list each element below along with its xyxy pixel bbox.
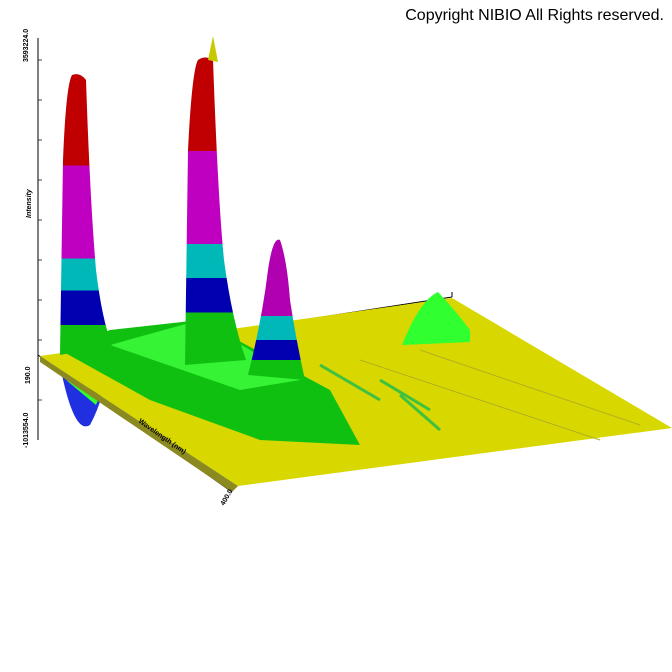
x-end-label: 400.0 (220, 488, 235, 507)
peak-1 (60, 74, 112, 355)
floor-edge (40, 356, 238, 492)
x-start-label: 190.0 (25, 366, 32, 384)
z-axis-label: Intensity (26, 188, 33, 218)
peak-2-tip (208, 36, 218, 62)
ridge (359, 359, 601, 441)
dip (62, 375, 102, 427)
z-min-label: -1013554.0 (23, 412, 30, 448)
copyright: Copyright NIBIO All Rights reserved. (405, 7, 664, 24)
peak-3 (248, 239, 305, 380)
dip-edge (66, 380, 100, 405)
ridge (319, 363, 441, 432)
ridge (419, 349, 641, 426)
floor (40, 298, 672, 486)
peak (402, 292, 470, 345)
peak-2 (185, 57, 246, 365)
z-max-label: 3593224.0 (23, 29, 30, 62)
